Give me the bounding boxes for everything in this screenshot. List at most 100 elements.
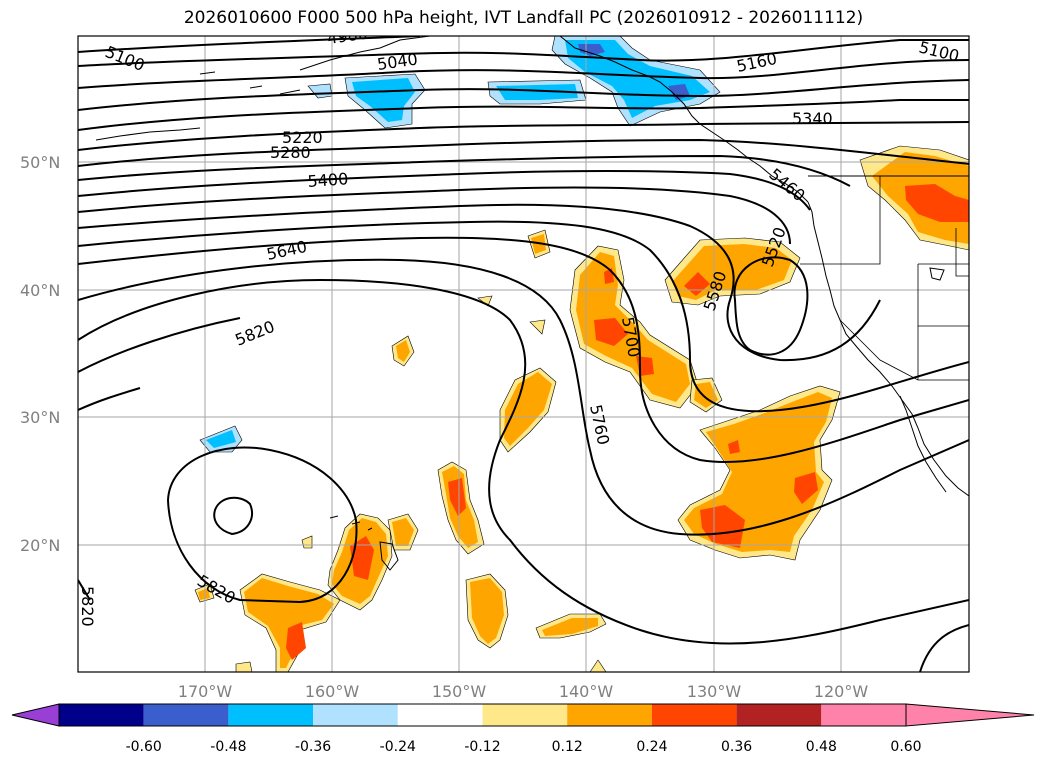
ivt-positive-region-northeast <box>859 145 969 251</box>
contour-line <box>78 138 969 167</box>
ivt-fill-patch <box>728 440 740 454</box>
lat-label: 20°N <box>20 536 60 555</box>
contour-line <box>78 39 969 67</box>
ivt-fill-patch <box>565 40 710 118</box>
colorbar-segment <box>228 704 314 726</box>
colorbar-tick-label: -0.60 <box>126 739 162 755</box>
ivt-fill-patch <box>905 184 969 222</box>
ivt-fill-patch <box>206 430 236 448</box>
contour-line <box>78 236 969 463</box>
contour-label: 5820 <box>78 586 97 627</box>
lon-label: 170°W <box>178 682 233 701</box>
aleutian-islands <box>95 127 201 141</box>
ivt-fill-patch <box>594 318 628 346</box>
colorbar-segment <box>567 704 652 726</box>
contour-line <box>78 79 969 111</box>
colorbar-segment <box>736 704 822 726</box>
colorbar-tick-label: -0.24 <box>380 739 416 755</box>
map-title: 2026010600 F000 500 hPa height, IVT Land… <box>183 8 864 28</box>
contour-line <box>78 258 969 536</box>
ivt-fill-patch <box>470 578 504 644</box>
colorbar-tick-label: 0.24 <box>636 739 667 755</box>
colorbar-extend-low <box>11 703 60 727</box>
contour-line <box>78 220 969 413</box>
lat-label: 40°N <box>20 281 60 300</box>
ivt-fill-patch <box>529 319 546 335</box>
alaska-peninsula <box>199 36 431 95</box>
ivt-negative-region-north <box>199 36 721 453</box>
ivt-fill-patch <box>542 618 598 636</box>
contour-line <box>78 317 241 373</box>
colorbar-segment <box>397 704 483 726</box>
colorbar-ticks: -0.60 -0.48 -0.36 -0.24 -0.12 0.12 0.24 … <box>126 739 922 755</box>
contour-label: 5220 <box>282 128 323 147</box>
colorbar-segment <box>313 704 398 726</box>
contour-line <box>78 278 969 645</box>
contour-line <box>78 99 969 131</box>
contour-line <box>78 203 881 362</box>
coastline-layer <box>95 36 969 571</box>
colorbar-segment <box>482 704 568 726</box>
lat-label: 50°N <box>20 153 60 172</box>
colorbar-segment <box>651 704 737 726</box>
colorbar-tick-label: -0.12 <box>464 739 500 755</box>
map-frame <box>77 35 970 673</box>
colorbar-tick-label: -0.36 <box>295 739 331 755</box>
contour-label: 5340 <box>792 109 833 128</box>
great-salt-lake <box>929 267 945 281</box>
ivt-positive-region-southeast <box>677 385 841 561</box>
colorbar-tick-label: 0.48 <box>806 739 837 755</box>
colorbar-tick-label: -0.48 <box>210 739 246 755</box>
hawaii-big-island <box>379 541 399 571</box>
lat-label: 30°N <box>20 408 60 427</box>
colorbar-tick-label: 0.12 <box>552 739 583 755</box>
contour-label: 5400 <box>307 169 349 191</box>
contour-line <box>78 36 421 53</box>
contour-label: 5280 <box>270 143 311 162</box>
contour-closed-high <box>166 446 358 604</box>
us-west-coast <box>807 201 969 497</box>
colorbar-tick-label: 0.60 <box>890 739 921 755</box>
contour-line <box>78 579 969 672</box>
ivt-fill-patch <box>504 372 552 446</box>
contour-line <box>78 170 811 211</box>
colorbar-segment <box>59 704 144 726</box>
colorbar-extend-high <box>905 703 1035 727</box>
ivt-fill-patch <box>496 84 578 100</box>
lon-label: 160°W <box>305 682 360 701</box>
contour-line <box>78 387 141 411</box>
ivt-fill-patch <box>794 472 818 504</box>
colorbar-segment <box>143 704 229 726</box>
contour-line <box>78 121 969 151</box>
ivt-fill-patch <box>352 78 415 122</box>
colorbar: -0.60 -0.48 -0.36 -0.24 -0.12 0.12 0.24 … <box>11 703 1035 755</box>
colorbar-segment <box>821 704 906 726</box>
colorbar-outline <box>58 703 907 727</box>
ivt-fill-patch <box>286 622 306 660</box>
lon-label: 140°W <box>559 682 614 701</box>
contour-line <box>78 154 851 187</box>
ivt-fill-patch <box>578 44 605 56</box>
ivt-fill-patch <box>198 588 210 600</box>
ivt-fill-patch <box>392 518 414 546</box>
lat-labels: 50°N 40°N 30°N 20°N <box>20 153 60 555</box>
ivt-fill-patch <box>700 505 745 548</box>
contour-line <box>78 59 969 89</box>
contour-closed-high-inner <box>213 496 253 536</box>
lon-label: 120°W <box>814 682 869 701</box>
contour-line <box>78 186 791 245</box>
ivt-fill-patch <box>235 661 253 672</box>
alaska-bc-coast <box>559 36 809 203</box>
lon-labels: 170°W 160°W 150°W 140°W 130°W 120°W <box>178 682 869 701</box>
contour-label: 4980 <box>326 23 369 47</box>
contour-closed-low <box>733 256 809 356</box>
colorbar-tick-label: 0.36 <box>721 739 752 755</box>
state-borders-south <box>839 319 969 381</box>
ivt-fill-patch <box>396 340 410 362</box>
baja-california <box>899 395 947 493</box>
ivt-fill-patch <box>589 659 607 672</box>
lon-label: 150°W <box>432 682 487 701</box>
graticule <box>78 36 969 672</box>
height-contour-layer <box>78 36 969 672</box>
